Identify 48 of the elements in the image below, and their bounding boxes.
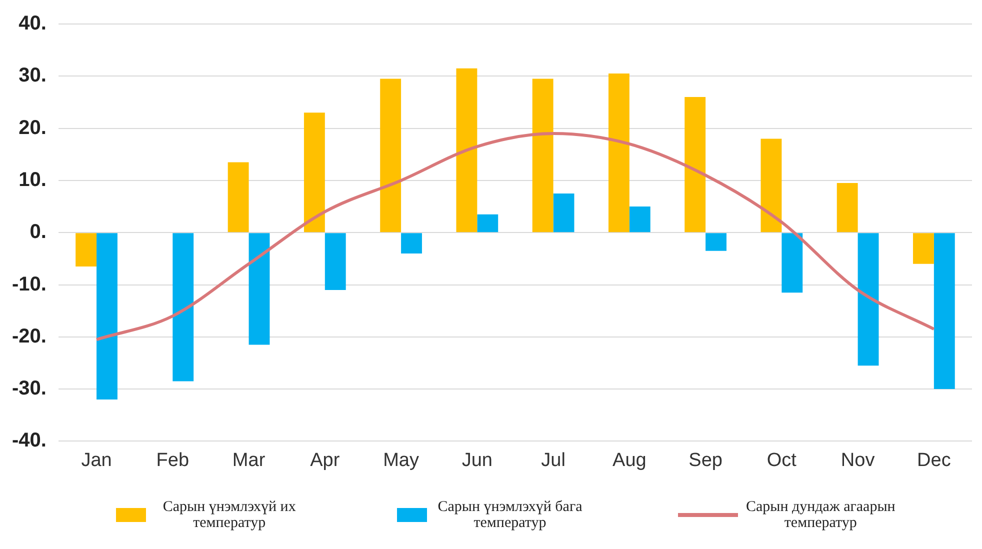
y-tick-label: -40. [12, 430, 46, 452]
y-tick-label: -30. [12, 378, 46, 400]
x-tick-label: Apr [310, 450, 340, 471]
y-tick-label: 20. [18, 116, 46, 139]
x-tick-label: Mar [232, 450, 266, 471]
bar [629, 206, 650, 232]
bar [324, 233, 346, 290]
x-tick-label: Jan [81, 450, 112, 471]
bar [782, 233, 803, 293]
x-tick-label: Nov [840, 450, 876, 471]
x-tick-label: Aug [612, 450, 646, 471]
y-tick-label: 40. [18, 12, 46, 35]
x-tick-label: Sep [688, 450, 722, 471]
x-tick-label: May [383, 450, 420, 471]
bar [304, 112, 325, 232]
bar [228, 162, 249, 232]
legend-label: Сарын үнэмлэхүй их температур [162, 498, 297, 530]
y-tick-label: 10. [18, 168, 46, 191]
bar [913, 233, 934, 264]
bar [608, 74, 630, 232]
x-tick-label: Jun [462, 450, 492, 471]
bar [553, 193, 574, 232]
bar [532, 78, 554, 232]
x-tick-label: Jul [541, 450, 566, 471]
bar [477, 214, 498, 232]
bar [401, 233, 422, 254]
bar [760, 138, 782, 232]
legend-label: Сарын дундаж агаарын температур [746, 498, 896, 530]
bar [684, 97, 706, 232]
bar [76, 233, 97, 266]
bar [380, 78, 402, 232]
x-tick-label: Dec [917, 450, 951, 471]
bar [706, 233, 726, 251]
x-tick-label: Feb [156, 450, 190, 471]
line-series [95, 132, 936, 342]
bar [836, 183, 858, 232]
y-tick-label: 0. [30, 221, 46, 244]
bar [934, 233, 955, 390]
bar [96, 233, 118, 400]
y-tick-label: 30. [18, 64, 46, 87]
bar [248, 233, 270, 345]
bar [858, 233, 879, 366]
bar [172, 233, 194, 382]
y-tick-label: -20. [12, 325, 46, 348]
x-tick-label: Oct [766, 450, 798, 471]
legend-label: Сарын үнэмлэхүй бага температур [436, 498, 584, 530]
bar [456, 68, 478, 232]
y-tick-label: -10. [12, 273, 46, 296]
